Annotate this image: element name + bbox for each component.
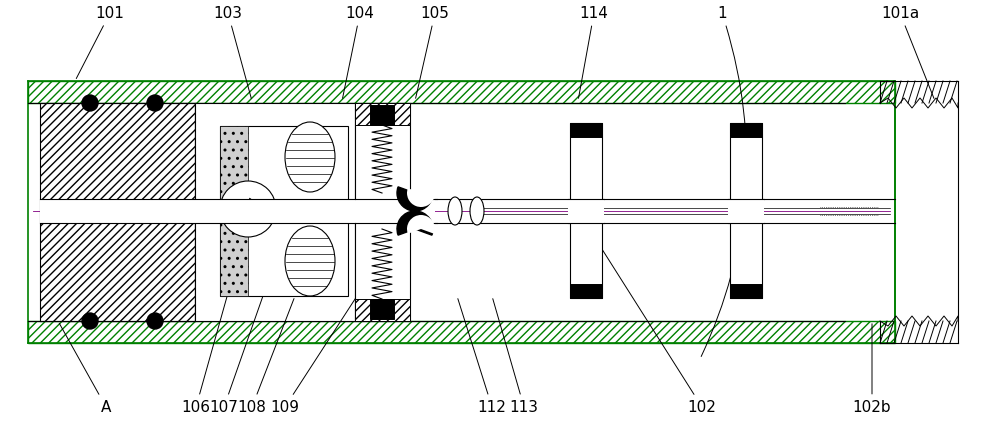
Ellipse shape bbox=[470, 197, 484, 225]
Bar bbox=[220, 126, 248, 296]
Bar bbox=[730, 284, 762, 298]
Bar bbox=[568, 199, 604, 223]
Bar bbox=[730, 123, 762, 137]
Circle shape bbox=[82, 313, 98, 329]
Text: A: A bbox=[59, 323, 111, 415]
Ellipse shape bbox=[285, 122, 335, 192]
Bar bbox=[40, 199, 195, 223]
Bar bbox=[28, 321, 895, 343]
Circle shape bbox=[147, 95, 163, 111]
Text: 105: 105 bbox=[416, 5, 449, 98]
Ellipse shape bbox=[285, 226, 335, 296]
Text: 102b: 102b bbox=[853, 324, 891, 415]
Bar bbox=[355, 103, 410, 125]
Circle shape bbox=[82, 95, 98, 111]
Bar bbox=[220, 126, 348, 296]
Circle shape bbox=[220, 181, 276, 237]
Bar bbox=[355, 199, 435, 223]
Bar bbox=[728, 199, 764, 223]
Bar bbox=[28, 81, 895, 103]
Text: 107: 107 bbox=[210, 296, 263, 415]
Text: 101: 101 bbox=[76, 5, 124, 79]
Bar bbox=[730, 123, 762, 298]
Bar bbox=[570, 123, 602, 298]
Text: 108: 108 bbox=[238, 298, 294, 415]
Text: 103: 103 bbox=[214, 5, 251, 99]
Wedge shape bbox=[407, 188, 434, 207]
Text: 101a: 101a bbox=[881, 5, 934, 99]
Bar bbox=[195, 103, 355, 321]
Text: 112: 112 bbox=[458, 298, 506, 415]
Circle shape bbox=[147, 313, 163, 329]
Wedge shape bbox=[397, 187, 432, 211]
Text: 1: 1 bbox=[701, 5, 746, 357]
Bar bbox=[195, 199, 355, 223]
Bar bbox=[570, 284, 602, 298]
Bar bbox=[40, 103, 195, 321]
Bar bbox=[355, 299, 410, 321]
Bar bbox=[370, 105, 394, 125]
Wedge shape bbox=[397, 211, 433, 235]
FancyArrow shape bbox=[270, 205, 293, 213]
Bar bbox=[370, 299, 394, 319]
Text: 106: 106 bbox=[182, 296, 227, 415]
Text: 102: 102 bbox=[601, 248, 716, 415]
Text: 114: 114 bbox=[578, 5, 608, 98]
Text: 113: 113 bbox=[493, 298, 538, 415]
Ellipse shape bbox=[448, 197, 462, 225]
Bar bbox=[355, 103, 410, 321]
Wedge shape bbox=[407, 215, 435, 234]
Bar bbox=[570, 123, 602, 137]
Text: 109: 109 bbox=[270, 298, 355, 415]
Text: 104: 104 bbox=[343, 5, 374, 98]
